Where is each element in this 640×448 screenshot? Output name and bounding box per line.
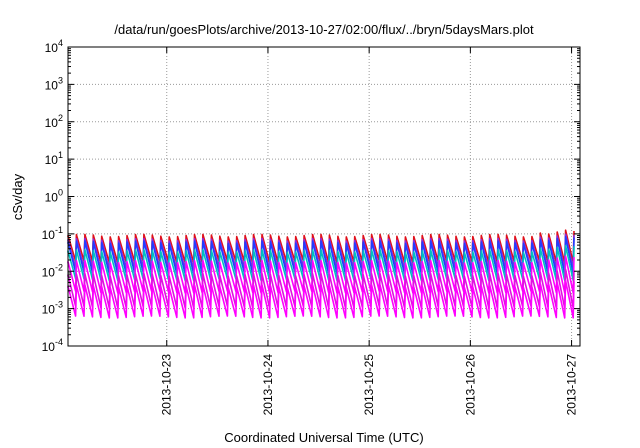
y-axis: 10-4 10-3 10-2 10-1 100 101 102 103 104 <box>42 38 580 354</box>
y-tick-label: 102 <box>45 113 63 130</box>
x-tick-label: 2013-10-27 <box>565 354 579 416</box>
y-tick-label: 100 <box>45 188 63 205</box>
x-axis: 2013-10-23 2013-10-24 2013-10-25 2013-10-26… <box>160 47 579 415</box>
y-tick-label: 103 <box>45 75 63 92</box>
y-tick-label: 10-3 <box>42 300 63 317</box>
y-tick-label: 10-4 <box>42 337 63 354</box>
y-tick-label: 104 <box>45 38 63 55</box>
x-tick-label: 2013-10-26 <box>463 354 477 416</box>
y-axis-label: cSv/day <box>10 173 25 220</box>
x-tick-label: 2013-10-24 <box>261 354 275 416</box>
series-line-7 <box>67 279 575 319</box>
chart-title: /data/run/goesPlots/archive/2013-10-27/0… <box>114 22 534 37</box>
series-layer <box>67 229 575 319</box>
x-axis-label: Coordinated Universal Time (UTC) <box>224 430 423 445</box>
x-tick-label: 2013-10-23 <box>160 354 174 416</box>
y-tick-label: 101 <box>45 150 63 167</box>
y-tick-label: 10-2 <box>42 262 63 279</box>
x-tick-label: 2013-10-25 <box>362 354 376 416</box>
y-tick-label: 10-1 <box>42 225 63 242</box>
